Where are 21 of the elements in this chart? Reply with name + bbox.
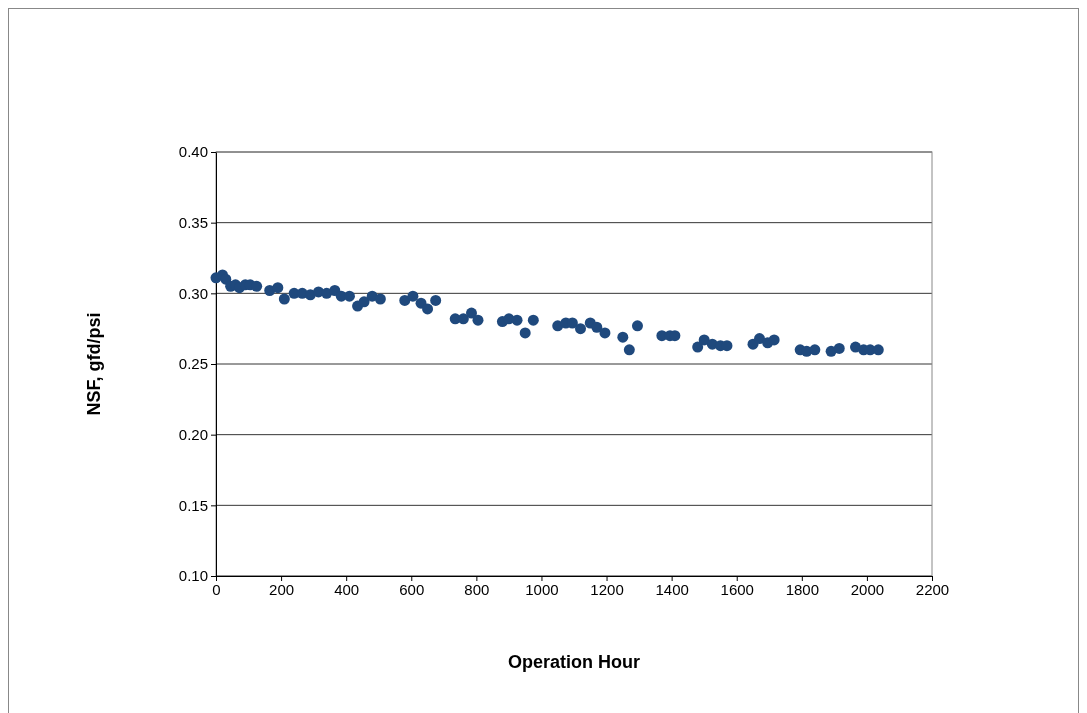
x-axis-title: Operation Hour [507,652,641,672]
y-tick-label: 0.10 [178,567,208,585]
y-tick-label: 0.30 [178,284,208,302]
x-tick-label: 1600 [720,580,754,598]
x-tick-label: 0 [212,580,221,598]
y-tick-label: 0.25 [178,355,208,373]
x-tick-label: 1800 [785,580,820,598]
x-tick-label: 400 [334,580,360,598]
x-tick-label: 1000 [525,580,559,598]
x-tick-label: 800 [464,580,490,598]
x-tick-label: 2200 [915,580,950,598]
y-tick-label: 0.35 [178,213,208,231]
x-tick-label: 200 [269,580,295,598]
x-tick-label: 600 [399,580,425,598]
x-tick-label: 2000 [850,580,885,598]
y-tick-label: 0.40 [178,143,208,161]
y-tick-label: 0.20 [178,425,208,443]
y-axis-title: NSF, gfd/psi [84,312,104,416]
y-tick-label: 0.15 [178,496,208,514]
x-tick-label: 1200 [590,580,624,598]
x-tick-label: 1400 [655,580,689,598]
